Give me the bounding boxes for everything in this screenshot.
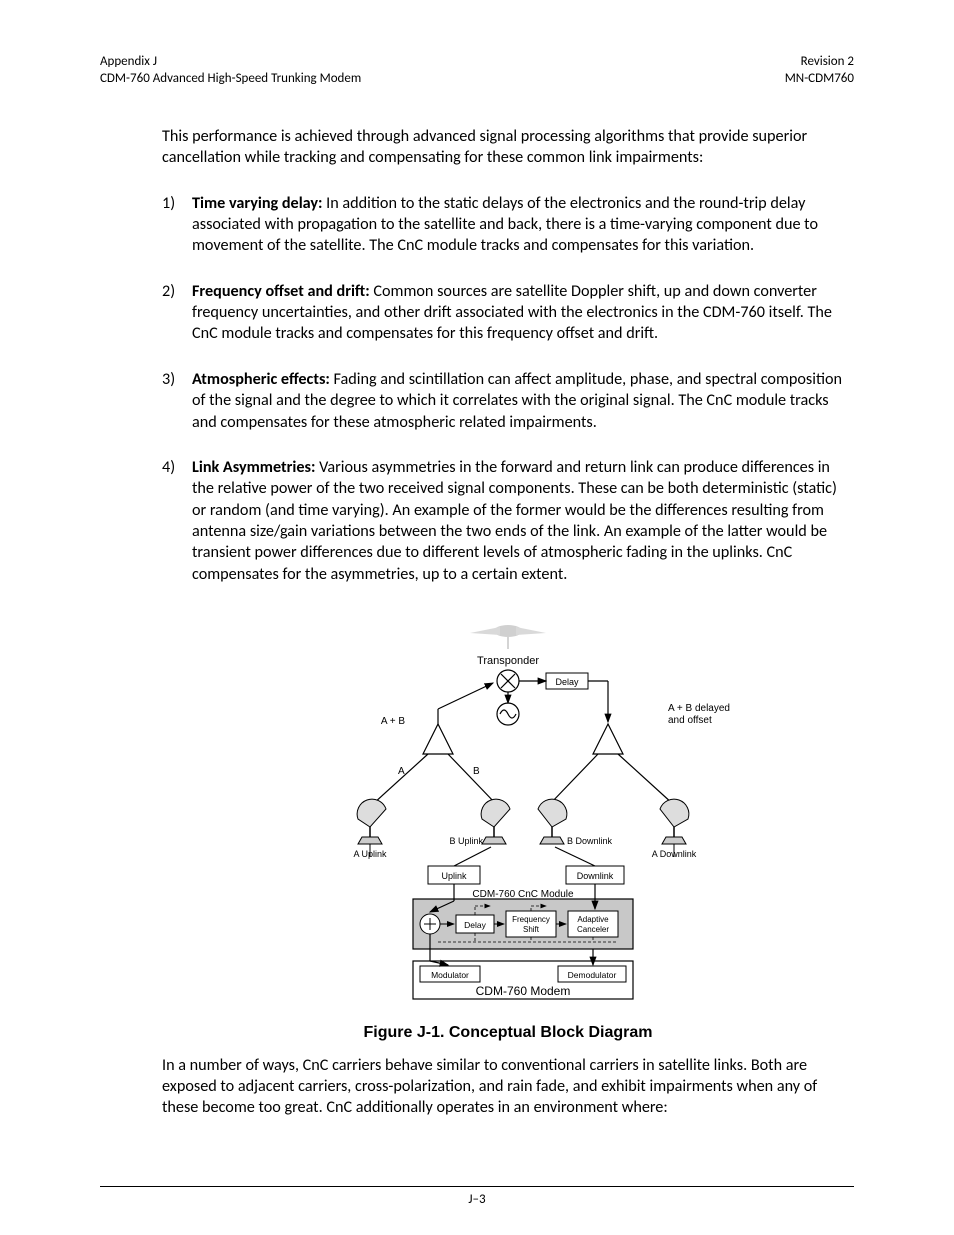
- figure-caption: Figure J-1. Conceptual Block Diagram: [162, 1022, 854, 1043]
- list-item: 4) Link Asymmetries: Various asymmetries…: [162, 457, 854, 585]
- label-downlink: Downlink: [577, 871, 614, 881]
- label-ab: A + B: [381, 716, 406, 727]
- item-title: Time varying delay:: [192, 194, 323, 213]
- page-header: Appendix J CDM-760 Advanced High-Speed T…: [100, 54, 854, 88]
- label-freq2: Shift: [523, 925, 540, 934]
- list-number: 3): [162, 369, 192, 433]
- closing-paragraph: In a number of ways, CnC carriers behave…: [162, 1055, 854, 1119]
- list-item: 2) Frequency offset and drift: Common so…: [162, 281, 854, 345]
- label-b-downlink: B Downlink: [567, 836, 613, 846]
- label-adaptive2: Canceler: [577, 925, 609, 934]
- label-transponder: Transponder: [477, 655, 539, 667]
- dish-b-uplink: [481, 799, 510, 844]
- label-uplink: Uplink: [441, 871, 467, 881]
- list-body: Frequency offset and drift: Common sourc…: [192, 281, 854, 345]
- label-cnc-module: CDM-760 CnC Module: [472, 889, 574, 900]
- block-diagram: Transponder Delay A + B: [258, 609, 758, 1009]
- footer-rule: [100, 1186, 854, 1187]
- list-number: 1): [162, 193, 192, 257]
- satellite-icon: [470, 625, 546, 649]
- item-title: Atmospheric effects:: [192, 370, 330, 389]
- dish-b-downlink: [538, 799, 567, 844]
- list-item: 3) Atmospheric effects: Fading and scint…: [162, 369, 854, 433]
- list-number: 4): [162, 457, 192, 585]
- label-delay-box: Delay: [464, 920, 486, 930]
- item-title: Link Asymmetries:: [192, 458, 315, 477]
- intro-paragraph: This performance is achieved through adv…: [162, 126, 854, 169]
- label-ab-delayed: A + B delayed: [668, 703, 730, 714]
- label-demodulator: Demodulator: [568, 970, 617, 980]
- dish-a-downlink: [660, 799, 689, 844]
- label-b: B: [473, 766, 480, 777]
- label-modulator: Modulator: [431, 970, 469, 980]
- label-b-uplink: B Uplink: [449, 836, 483, 846]
- header-docnum: MN-CDM760: [785, 71, 854, 88]
- label-adaptive1: Adaptive: [577, 915, 609, 924]
- header-product: CDM-760 Advanced High-Speed Trunking Mod…: [100, 71, 361, 88]
- body-content: This performance is achieved through adv…: [100, 126, 854, 1119]
- label-delay-top: Delay: [555, 677, 579, 687]
- header-revision: Revision 2: [785, 54, 854, 71]
- list-body: Time varying delay: In addition to the s…: [192, 193, 854, 257]
- label-ab-delayed2: and offset: [668, 715, 712, 726]
- header-appendix: Appendix J: [100, 54, 361, 71]
- label-freq1: Frequency: [512, 915, 550, 924]
- item-title: Frequency offset and drift:: [192, 282, 370, 301]
- list-body: Atmospheric effects: Fading and scintill…: [192, 369, 854, 433]
- dish-a-uplink: [357, 799, 386, 844]
- list-item: 1) Time varying delay: In addition to th…: [162, 193, 854, 257]
- page-number: J–3: [0, 1192, 954, 1207]
- list-number: 2): [162, 281, 192, 345]
- list-body: Link Asymmetries: Various asymmetries in…: [192, 457, 854, 585]
- figure: Transponder Delay A + B: [162, 609, 854, 1042]
- label-modem: CDM-760 Modem: [476, 984, 571, 998]
